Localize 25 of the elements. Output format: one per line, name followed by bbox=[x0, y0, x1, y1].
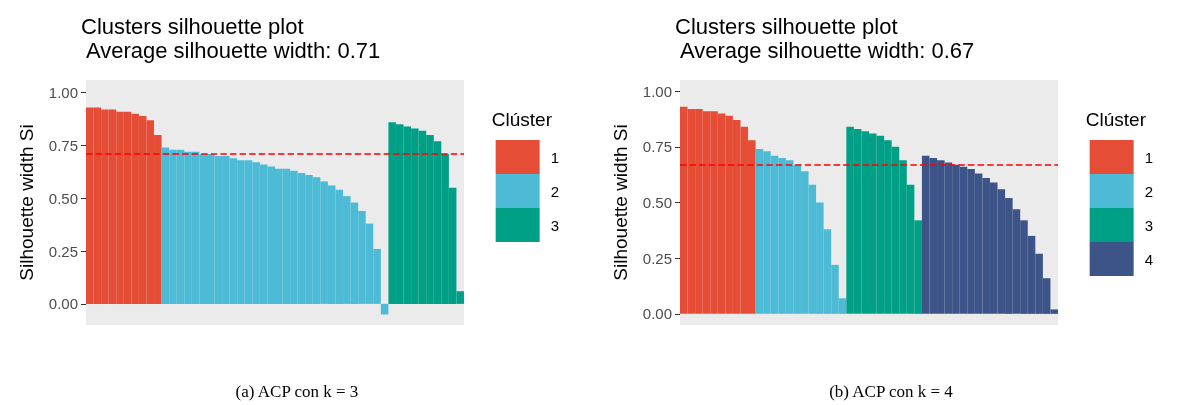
y-axis-title: Silhouette width Si bbox=[16, 124, 37, 281]
y-tick-label: 0.25 bbox=[48, 242, 78, 260]
legend-label: 3 bbox=[550, 216, 559, 234]
y-tick-label: 0.75 bbox=[642, 138, 672, 156]
legend-label: 3 bbox=[1144, 216, 1153, 234]
y-tick-label: 0.50 bbox=[642, 194, 672, 211]
legend-label: 1 bbox=[550, 148, 559, 166]
chart-title: Clusters silhouette plot bbox=[675, 13, 898, 39]
legend-label: 2 bbox=[550, 182, 559, 200]
legend-title: Clúster bbox=[1085, 109, 1147, 130]
chart-title: Clusters silhouette plot bbox=[81, 13, 304, 39]
legend-label: 1 bbox=[1144, 148, 1153, 166]
y-tick-label: 0.25 bbox=[642, 249, 672, 267]
y-tick-label: 0.00 bbox=[642, 305, 672, 323]
text: (a) ACP con k = 3 bbox=[234, 382, 360, 402]
y-tick-label: 0.75 bbox=[48, 136, 78, 154]
y-tick-label: 1.00 bbox=[48, 84, 78, 102]
y-tick-label: 1.00 bbox=[642, 82, 672, 100]
y-axis-title: Silhouette width Si bbox=[610, 124, 631, 281]
legend-label: 2 bbox=[1144, 182, 1153, 200]
text: (b) ACP con k = 4 bbox=[828, 382, 954, 402]
legend-title: Clúster bbox=[491, 109, 553, 130]
y-tick-label: 0.50 bbox=[48, 189, 78, 207]
y-tick-label: 0.00 bbox=[48, 295, 78, 313]
legend-label: 4 bbox=[1144, 250, 1153, 268]
